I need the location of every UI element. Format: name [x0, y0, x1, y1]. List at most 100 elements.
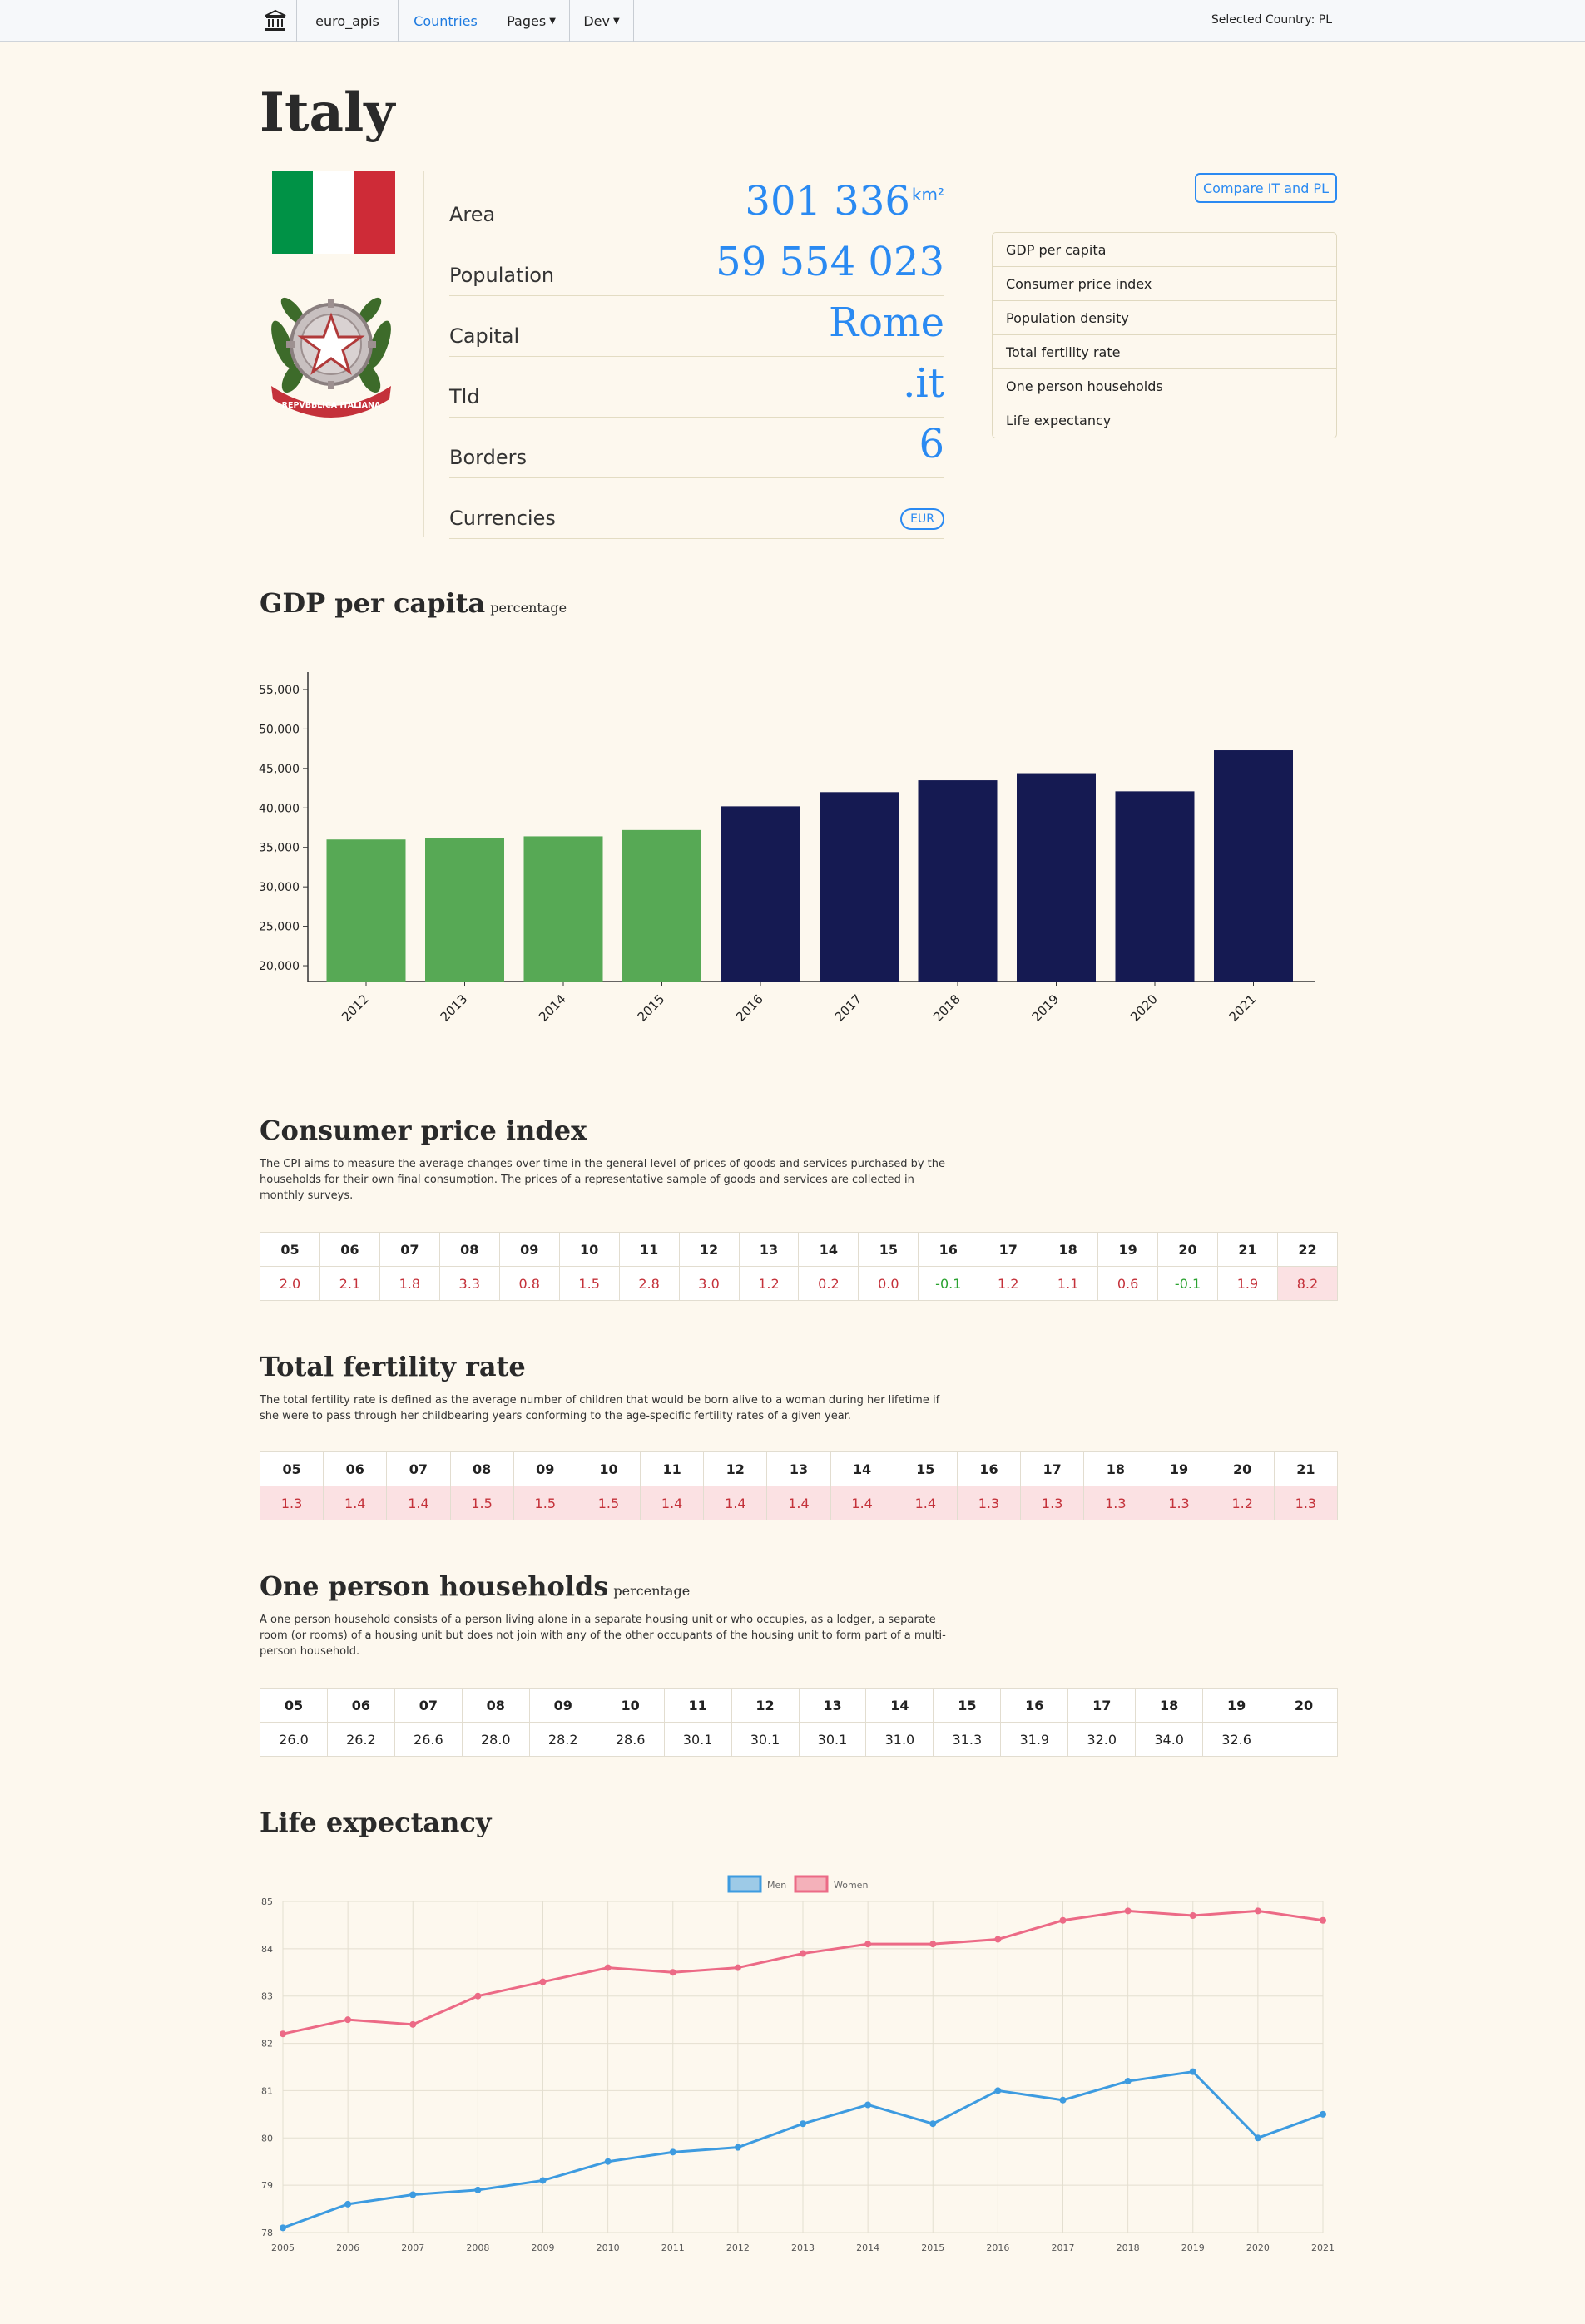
gdp-title: GDP per capita percentage	[260, 587, 567, 619]
data-point	[539, 1978, 547, 1985]
area-unit: km²	[911, 185, 944, 205]
value-cell: 0.2	[798, 1266, 859, 1301]
year-cell: 10	[558, 1232, 620, 1267]
year-cell: 12	[731, 1688, 800, 1723]
data-point	[1254, 1907, 1261, 1915]
home-icon[interactable]	[255, 0, 296, 42]
compare-button[interactable]: Compare IT and PL	[1195, 173, 1337, 203]
year-cell: 09	[528, 1688, 597, 1723]
data-point	[1254, 2134, 1261, 2142]
year-cell: 09	[513, 1451, 577, 1486]
flag-stripe-red	[354, 171, 395, 254]
value-cell: 32.6	[1202, 1722, 1271, 1757]
data-point	[929, 2120, 937, 2128]
y-tick-label: 80	[261, 2133, 273, 2144]
y-tick-label: 20,000	[259, 960, 300, 973]
table-header-row: 05 06 07 08 09 10 11 12 13 14 15 16 17 18 19 20	[260, 1688, 1338, 1723]
year-cell: 10	[576, 1451, 641, 1486]
year-cell: 15	[858, 1232, 919, 1267]
fact-label: Area	[449, 203, 496, 226]
x-tick-label: 2016	[986, 2242, 1009, 2253]
data-point	[734, 2144, 741, 2151]
divider	[423, 171, 424, 537]
value-cell: 31.3	[933, 1722, 1002, 1757]
data-point	[1189, 1912, 1196, 1920]
value-cell: 1.5	[558, 1266, 620, 1301]
value-cell: 1.4	[830, 1486, 894, 1520]
value-cell: 28.0	[461, 1722, 530, 1757]
value-cell: -0.1	[918, 1266, 979, 1301]
year-cell: 13	[798, 1688, 867, 1723]
flag-stripe-white	[313, 171, 354, 254]
cpi-description: The CPI aims to measure the average chan…	[260, 1158, 946, 1202]
section-link-fertility[interactable]: Total fertility rate	[993, 335, 1336, 369]
section-link-cpi[interactable]: Consumer price index	[993, 267, 1336, 301]
fertility-title: Total fertility rate	[260, 1351, 526, 1382]
cpi-table: 05 06 07 08 09 10 11 12 13 14 15 16 17 18 19 20 21 22 2.0 2…	[260, 1232, 1339, 1301]
x-tick-label: 2013	[438, 991, 471, 1025]
data-point	[864, 2101, 872, 2109]
y-tick-label: 85	[261, 1896, 273, 1907]
year-cell: 06	[323, 1451, 388, 1486]
nav-dev-dropdown[interactable]: Dev ▼	[569, 0, 634, 42]
year-cell: 14	[865, 1688, 934, 1723]
year-cell: 15	[893, 1451, 958, 1486]
section-link-life-expectancy[interactable]: Life expectancy	[1006, 413, 1112, 428]
data-point	[800, 2120, 806, 2128]
bar	[820, 792, 899, 982]
year-cell: 19	[1147, 1451, 1211, 1486]
value-cell: 31.9	[1000, 1722, 1069, 1757]
currency-badge[interactable]: EUR	[900, 508, 944, 530]
value-cell: 1.5	[449, 1486, 514, 1520]
bar	[918, 780, 998, 982]
value-cell: 1.8	[379, 1266, 440, 1301]
data-point	[669, 2148, 676, 2156]
x-tick-label: 2018	[1117, 2242, 1140, 2253]
year-cell: 18	[1083, 1451, 1148, 1486]
brand-link[interactable]: euro_apis	[296, 0, 398, 42]
value-cell: 1.4	[323, 1486, 388, 1520]
data-point	[409, 2020, 417, 2028]
data-point	[280, 2224, 286, 2232]
value-cell: 1.3	[1020, 1486, 1085, 1520]
value-cell: 26.6	[394, 1722, 463, 1757]
value-cell: 1.2	[1210, 1486, 1275, 1520]
year-cell: 14	[798, 1232, 859, 1267]
year-cell: 11	[663, 1688, 732, 1723]
nav-countries[interactable]: Countries	[398, 0, 493, 42]
fact-label: Borders	[449, 446, 527, 469]
life-expectancy-title: Life expectancy	[260, 1807, 492, 1838]
section-link-households[interactable]: One person households	[993, 369, 1336, 403]
year-cell: 16	[918, 1232, 979, 1267]
households-title-text: One person households	[260, 1570, 609, 1602]
y-tick-label: 25,000	[259, 921, 300, 934]
fact-currencies: Currencies EUR	[449, 478, 944, 539]
value-cell: 26.0	[260, 1722, 328, 1757]
fact-label: Currencies	[449, 507, 556, 530]
nav-pages-dropdown[interactable]: Pages ▼	[493, 0, 569, 42]
value-cell: 2.0	[260, 1266, 320, 1301]
year-cell: 21	[1217, 1232, 1278, 1267]
bank-icon	[265, 9, 286, 31]
value-cell: 3.3	[438, 1266, 500, 1301]
area-value: 301 336	[745, 178, 910, 225]
x-tick-label: 2014	[536, 991, 569, 1025]
x-tick-label: 2014	[856, 2242, 879, 2253]
value-cell: 1.3	[1147, 1486, 1211, 1520]
year-cell: 16	[1000, 1688, 1069, 1723]
x-tick-label: 2021	[1311, 2242, 1335, 2253]
year-cell: 19	[1202, 1688, 1271, 1723]
value-cell: 1.4	[703, 1486, 768, 1520]
bar	[1214, 750, 1293, 982]
gdp-bar-chart: 20,000 25,000 30,000 35,000 40,000 45,000 50,0…	[259, 672, 1315, 1025]
section-link-gdp[interactable]: GDP per capita	[993, 233, 1336, 267]
section-link-population-density[interactable]: Population density	[993, 301, 1336, 335]
households-table: 05 06 07 08 09 10 11 12 13 14 15 16 17 18 19 20 26.0 26.2…	[260, 1688, 1338, 1757]
year-cell: 18	[1038, 1232, 1099, 1267]
table-row: 2.0 2.1 1.8 3.3 0.8 1.5 2.8 3.0 1.2 0.2 0.0 -0.1 1.2…	[260, 1266, 1339, 1301]
year-cell: 05	[260, 1688, 328, 1723]
x-tick-label: 2010	[597, 2242, 620, 2253]
data-point	[344, 2200, 352, 2208]
legend-label: Women	[834, 1880, 868, 1891]
x-tick-label: 2009	[532, 2242, 555, 2253]
